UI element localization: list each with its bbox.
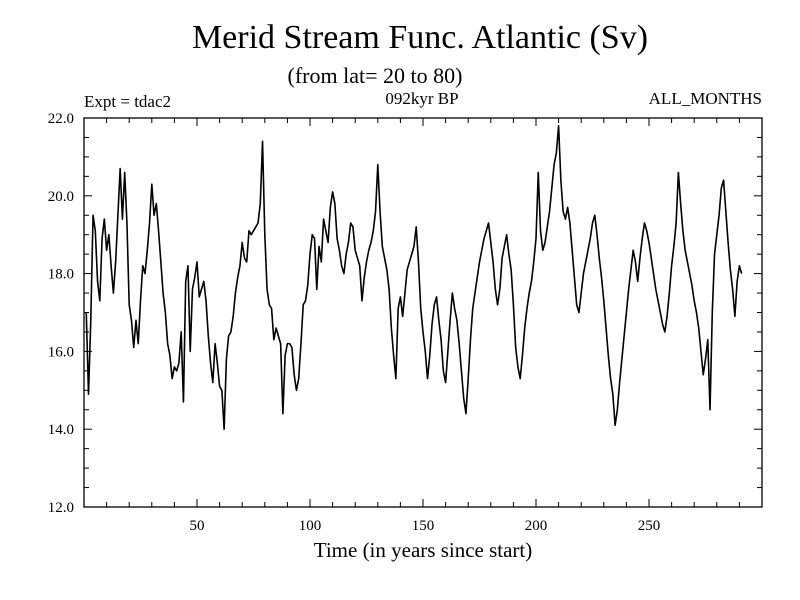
experiment-label: Expt = tdac2: [84, 92, 171, 111]
y-tick-label: 20.0: [48, 189, 74, 205]
chart-subtitle: (from lat= 20 to 80): [288, 63, 463, 88]
y-tick-label: 16.0: [48, 344, 74, 360]
x-tick-label: 150: [412, 518, 435, 534]
x-tick-label: 250: [638, 518, 661, 534]
months-label: ALL_MONTHS: [649, 89, 762, 108]
y-tick-label: 22.0: [48, 111, 74, 127]
axes: 50 100 150 200 250 12.0 14.0 16.0 18.0 20.0 22.0: [48, 111, 762, 534]
y-tick-label: 18.0: [48, 267, 74, 283]
x-tick-label: 100: [299, 518, 322, 534]
plot-area: [85, 124, 743, 431]
x-axis-label: Time (in years since start): [314, 538, 533, 562]
series-line: [85, 124, 743, 431]
plot-frame: [83, 117, 763, 508]
period-label: 092kyr BP: [385, 89, 458, 108]
x-tick-label: 50: [190, 518, 205, 534]
y-tick-label: 12.0: [48, 500, 74, 516]
y-tick-label: 14.0: [48, 422, 74, 438]
x-tick-label: 200: [525, 518, 548, 534]
chart-title: Merid Stream Func. Atlantic (Sv): [192, 19, 648, 56]
